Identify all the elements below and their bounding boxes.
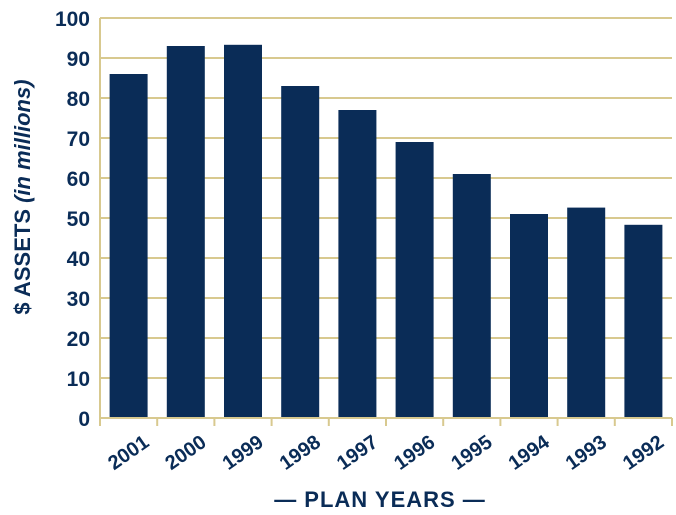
- x-axis-title: — PLAN YEARS —: [274, 487, 486, 512]
- y-tick-label-100: 100: [55, 8, 90, 31]
- x-tick-label-1999: 1999: [219, 431, 268, 475]
- bar-1992: [624, 224, 663, 418]
- y-tick-label-40: 40: [67, 248, 90, 271]
- bar-1995: [452, 174, 491, 418]
- y-tick-label-60: 60: [67, 168, 90, 191]
- y-tick-label-90: 90: [67, 48, 90, 71]
- x-tick-label-1995: 1995: [447, 431, 496, 475]
- bar-1998: [281, 86, 320, 418]
- x-tick-label-1994: 1994: [505, 431, 555, 475]
- y-tick-label-0: 0: [78, 408, 90, 431]
- bar-2001: [109, 74, 148, 418]
- bar-1997: [338, 110, 377, 418]
- bar-1996: [395, 142, 434, 418]
- y-tick-labels: 0 10 20 30 40 50 60 70 80 90 100: [55, 8, 90, 431]
- bar-1993: [567, 207, 606, 418]
- y-axis-title-main: $ ASSETS: [10, 203, 35, 315]
- bar-1994: [510, 214, 548, 418]
- bar-2000: [166, 46, 205, 418]
- x-tick-label-1998: 1998: [276, 431, 325, 475]
- x-tick-label-2000: 2000: [161, 431, 210, 475]
- bar-1999: [224, 44, 262, 419]
- x-tick-label-2001: 2001: [104, 431, 153, 475]
- y-tick-label-70: 70: [67, 128, 90, 151]
- y-tick-label-50: 50: [67, 208, 90, 231]
- x-tick-label-1993: 1993: [562, 431, 611, 475]
- y-tick-label-20: 20: [67, 328, 90, 351]
- x-tick-label-1996: 1996: [390, 431, 439, 475]
- axes: [99, 18, 673, 426]
- x-tick-label-1992: 1992: [619, 431, 668, 475]
- y-tick-label-80: 80: [67, 88, 90, 111]
- y-axis-title-italic: (in millions): [10, 79, 35, 202]
- y-tick-label-30: 30: [67, 288, 90, 311]
- bars: [109, 44, 663, 419]
- y-tick-label-10: 10: [67, 368, 90, 391]
- y-axis-title: $ ASSETS (in millions): [10, 79, 35, 314]
- x-tick-label-1997: 1997: [333, 431, 382, 475]
- x-tick-labels: 2001 2000 1999 1998 1997 1996 1995 1994 1993 1992: [104, 431, 668, 475]
